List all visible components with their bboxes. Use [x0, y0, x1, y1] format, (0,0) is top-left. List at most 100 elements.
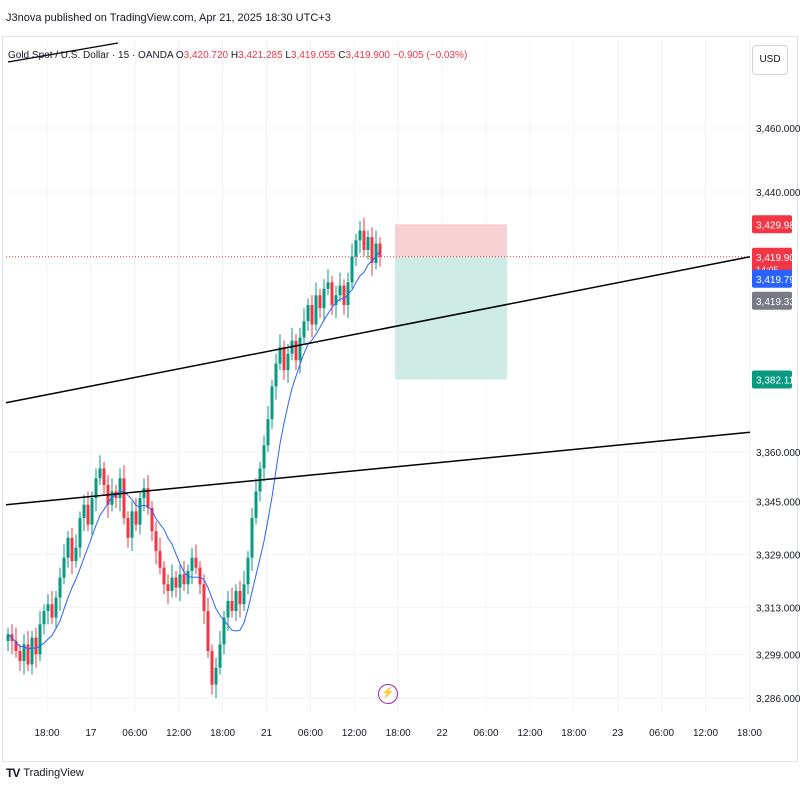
candle-body[interactable]: [30, 637, 34, 665]
candle-body[interactable]: [278, 347, 282, 364]
candle-body[interactable]: [358, 230, 362, 241]
candle-body[interactable]: [70, 537, 74, 562]
candle-body[interactable]: [174, 577, 178, 588]
candle-body[interactable]: [326, 282, 330, 289]
candle-body[interactable]: [342, 285, 346, 306]
candle-body[interactable]: [194, 557, 198, 568]
stop-loss-zone[interactable]: [395, 224, 507, 257]
candle-body[interactable]: [202, 584, 206, 611]
candle-body[interactable]: [18, 651, 22, 662]
candle-body[interactable]: [110, 491, 114, 505]
candle-body[interactable]: [234, 590, 238, 611]
candle-body[interactable]: [330, 282, 334, 306]
candle-body[interactable]: [138, 498, 142, 525]
candle-body[interactable]: [142, 488, 146, 499]
candle-body[interactable]: [226, 600, 230, 618]
candle-body[interactable]: [378, 243, 382, 257]
brand-name: TradingView: [23, 767, 84, 779]
candle-body[interactable]: [86, 504, 90, 525]
candle-body[interactable]: [266, 419, 270, 446]
candle-body[interactable]: [350, 256, 354, 283]
candle-body[interactable]: [370, 237, 374, 263]
candle-body[interactable]: [146, 488, 150, 509]
candle-body[interactable]: [286, 353, 290, 371]
publish-info: J3nova published on TradingView.com, Apr…: [6, 12, 331, 24]
candle-body[interactable]: [154, 531, 158, 552]
candle-body[interactable]: [134, 511, 138, 525]
candle-body[interactable]: [170, 577, 174, 591]
candle-body[interactable]: [190, 557, 194, 571]
price-tag: [752, 370, 792, 389]
candle-body[interactable]: [354, 240, 358, 257]
candle-body[interactable]: [186, 570, 190, 585]
candle-body[interactable]: [94, 478, 98, 499]
candle-body[interactable]: [222, 617, 226, 645]
candle-body[interactable]: [78, 517, 82, 548]
candle-body[interactable]: [50, 604, 54, 618]
trendline-lower[interactable]: [5, 431, 751, 506]
candle-body[interactable]: [314, 295, 318, 325]
candle-body[interactable]: [366, 237, 370, 250]
candle-body[interactable]: [274, 363, 278, 387]
candle-body[interactable]: [362, 230, 366, 250]
candle-body[interactable]: [198, 567, 202, 585]
candle-body[interactable]: [318, 295, 322, 309]
candle-body[interactable]: [218, 644, 222, 668]
candle-body[interactable]: [246, 557, 250, 585]
candle-body[interactable]: [302, 321, 306, 338]
candle-body[interactable]: [26, 644, 30, 665]
candle-body[interactable]: [102, 468, 106, 485]
candle-body[interactable]: [74, 547, 78, 562]
lightning-icon[interactable]: ⚡: [378, 684, 398, 704]
candle-body[interactable]: [298, 337, 302, 361]
candle-body[interactable]: [90, 498, 94, 525]
candle-body[interactable]: [238, 590, 242, 605]
candle-body[interactable]: [262, 445, 266, 469]
currency-button[interactable]: USD: [752, 45, 788, 75]
candle-body[interactable]: [14, 640, 18, 652]
candle-body[interactable]: [42, 610, 46, 625]
take-profit-zone[interactable]: [395, 256, 507, 380]
candle-body[interactable]: [98, 468, 102, 479]
candle-body[interactable]: [210, 651, 214, 685]
candle-body[interactable]: [282, 347, 286, 371]
candle-body[interactable]: [126, 517, 130, 538]
candle-body[interactable]: [54, 597, 58, 618]
candle-body[interactable]: [6, 634, 10, 641]
candle-body[interactable]: [242, 584, 246, 605]
candle-body[interactable]: [34, 637, 38, 655]
candle-body[interactable]: [150, 508, 154, 532]
candle-body[interactable]: [62, 557, 66, 578]
candle-body[interactable]: [338, 285, 342, 296]
candle-body[interactable]: [66, 537, 70, 558]
candle-body[interactable]: [214, 667, 218, 685]
candle-body[interactable]: [118, 478, 122, 499]
candle-body[interactable]: [306, 305, 310, 322]
candle-body[interactable]: [374, 243, 378, 263]
trendline-upper[interactable]: [5, 256, 751, 404]
candle-body[interactable]: [310, 305, 314, 325]
candle-body[interactable]: [38, 624, 42, 655]
candle-body[interactable]: [182, 574, 186, 585]
candle-body[interactable]: [166, 584, 170, 591]
candle-body[interactable]: [334, 295, 338, 306]
candle-body[interactable]: [158, 551, 162, 568]
candle-body[interactable]: [130, 511, 134, 538]
candle-body[interactable]: [162, 567, 166, 585]
candle-body[interactable]: [230, 600, 234, 611]
candle-body[interactable]: [254, 491, 258, 518]
candle-body[interactable]: [122, 478, 126, 518]
candle-body[interactable]: [82, 504, 86, 518]
candle-body[interactable]: [250, 517, 254, 558]
candle-body[interactable]: [270, 386, 274, 420]
candle-body[interactable]: [58, 577, 62, 598]
candle-body[interactable]: [178, 574, 182, 588]
candle-body[interactable]: [206, 610, 210, 652]
symbol-label[interactable]: Gold Spot / U.S. Dollar · 15 · OANDA: [8, 50, 174, 61]
trendline-fragment[interactable]: [7, 42, 119, 63]
candle-body[interactable]: [46, 604, 50, 611]
candle-body[interactable]: [22, 644, 26, 662]
candle-body[interactable]: [322, 288, 326, 309]
candle-body[interactable]: [294, 340, 298, 361]
